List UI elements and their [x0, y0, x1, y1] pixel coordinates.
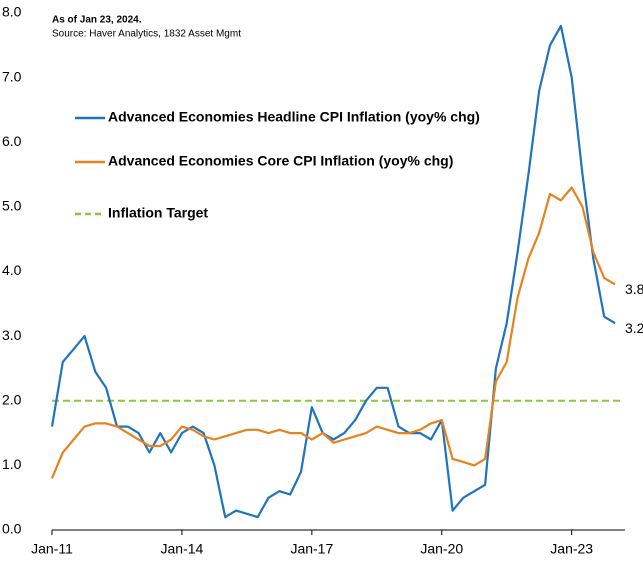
end-label: 3.8 [625, 281, 643, 297]
series-line [50, 24, 616, 519]
legend-label: Advanced Economies Headline CPI Inflatio… [108, 109, 480, 125]
x-tick-label: Jan-20 [420, 541, 463, 557]
x-tick-label: Jan-23 [550, 541, 593, 557]
y-tick-label: 7.0 [2, 68, 22, 84]
y-tick-label: 1.0 [2, 456, 22, 472]
y-tick-label: 2.0 [2, 391, 22, 407]
legend-label: Inflation Target [108, 205, 208, 221]
y-tick-label: 6.0 [2, 133, 22, 149]
legend-label: Advanced Economies Core CPI Inflation (y… [108, 153, 453, 169]
x-tick-label: Jan-14 [161, 541, 204, 557]
annotation: Source: Haver Analytics, 1832 Asset Mgmt [52, 29, 241, 40]
y-tick-label: 5.0 [2, 198, 22, 214]
series-line [50, 186, 616, 479]
x-tick-label: Jan-17 [290, 541, 333, 557]
y-tick-label: 4.0 [2, 262, 22, 278]
y-tick-label: 3.0 [2, 327, 22, 343]
y-tick-label: 0.0 [2, 521, 22, 537]
annotation: As of Jan 23, 2024. [52, 15, 142, 26]
y-tick-label: 8.0 [2, 4, 22, 20]
x-tick-label: Jan-11 [31, 541, 73, 557]
end-label: 3.2 [625, 320, 643, 336]
